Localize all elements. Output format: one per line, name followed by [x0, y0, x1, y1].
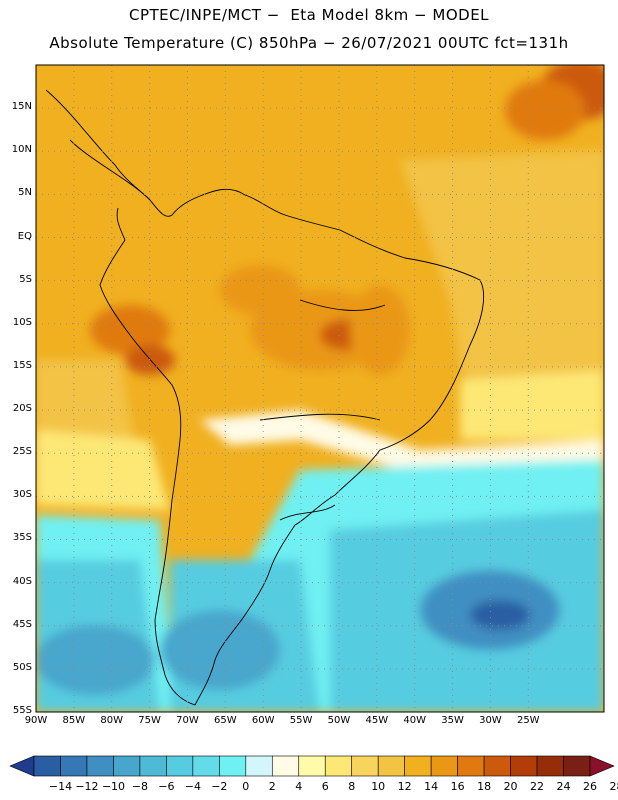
title-line-1: CPTEC/INPE/MCT − Eta Model 8km − MODEL: [128, 6, 490, 24]
longitude-label: 80W: [100, 715, 124, 726]
colorbar-swatch: [271, 755, 300, 777]
colorbar-label: 18: [477, 780, 492, 793]
longitude-label: 85W: [62, 715, 86, 726]
colorbar-swatch: [457, 755, 485, 777]
colorbar-swatch: [536, 755, 564, 777]
latitude-label: 5S: [19, 273, 32, 285]
colorbar-label: 14: [424, 780, 439, 793]
latitude-label: 20S: [12, 403, 32, 415]
longitude-label: 75W: [138, 715, 161, 726]
colorbar-label: 28: [609, 780, 618, 793]
colorbar-swatch: [245, 755, 273, 777]
colorbar: [9, 755, 615, 777]
colorbar-label: 26: [583, 780, 597, 793]
colorbar-label: 8: [348, 780, 356, 793]
longitude-label: 55W: [289, 715, 313, 726]
colorbar-label: −14: [48, 780, 73, 793]
coastlines: [45, 89, 485, 706]
colorbar-swatch: [404, 755, 432, 777]
colorbar-swatch: [298, 755, 326, 777]
longitude-label: 30W: [479, 715, 502, 726]
colorbar-label: 0: [242, 780, 250, 793]
colorbar-swatch: [219, 755, 247, 777]
latitude-label: 30S: [12, 489, 32, 501]
colorbar-high-arrow: [589, 755, 615, 777]
colorbar-swatch: [377, 755, 405, 777]
latitude-label: 10S: [12, 316, 32, 328]
colorbar-swatch: [510, 755, 538, 777]
longitude-label: 65W: [214, 715, 237, 726]
longitude-label: 45W: [365, 715, 389, 726]
colorbar-label: −10: [101, 780, 126, 793]
colorbar-swatch: [430, 755, 458, 777]
latitude-label: 40S: [12, 575, 32, 587]
longitude-label: 70W: [176, 715, 199, 726]
colorbar-low-arrow: [9, 755, 35, 777]
colorbar-swatch: [166, 755, 194, 777]
longitude-label: 90W: [24, 715, 48, 726]
title-line-2: Absolute Temperature (C) 850hPa − 26/07/…: [49, 34, 569, 52]
temperature-field: [36, 65, 604, 712]
colorbar-swatch: [563, 755, 591, 777]
longitude-label: 50W: [327, 715, 351, 726]
latitude-label: EQ: [17, 230, 32, 242]
latitude-label: 25S: [12, 446, 32, 458]
latitude-label: 5N: [18, 187, 32, 199]
colorbar-label: 4: [295, 780, 303, 793]
colorbar-label: −8: [131, 780, 148, 793]
colorbar-label: −4: [184, 780, 201, 793]
colorbar-label: 10: [371, 780, 386, 793]
colorbar-label: −6: [158, 780, 175, 793]
colorbar-swatch: [483, 755, 511, 777]
latitude-label: 50S: [12, 661, 32, 673]
colorbar-label: 16: [450, 780, 465, 793]
colorbar-label: 2: [268, 780, 276, 793]
colorbar-swatch: [33, 755, 61, 777]
longitude-label: 60W: [251, 715, 275, 726]
longitude-label: 35W: [441, 715, 464, 726]
colorbar-label: 12: [397, 780, 412, 793]
colorbar-label: −2: [211, 780, 228, 793]
colorbar-label: 20: [503, 780, 518, 793]
colorbar-label: 22: [530, 780, 545, 793]
colorbar-swatch: [113, 755, 141, 777]
latitude-label: 15N: [11, 101, 32, 113]
colorbar-swatch: [324, 755, 353, 777]
colorbar-swatch: [86, 755, 114, 777]
colorbar-label: 24: [556, 780, 571, 793]
colorbar-label: 6: [321, 780, 329, 793]
colorbar-swatch: [192, 755, 220, 777]
latitude-label: 35S: [12, 532, 32, 544]
map-frame: [35, 64, 605, 713]
colorbar-swatch: [60, 755, 88, 777]
colorbar-swatch: [139, 755, 167, 777]
colorbar-label: −12: [75, 780, 99, 793]
latitude-label: 10N: [11, 144, 32, 156]
colorbar-swatch: [351, 755, 379, 777]
latitude-label: 15S: [12, 359, 32, 371]
latitude-label: 45S: [12, 618, 32, 630]
latitude-label: 55S: [12, 705, 32, 716]
longitude-label: 25W: [516, 715, 540, 726]
longitude-label: 40W: [403, 715, 426, 726]
